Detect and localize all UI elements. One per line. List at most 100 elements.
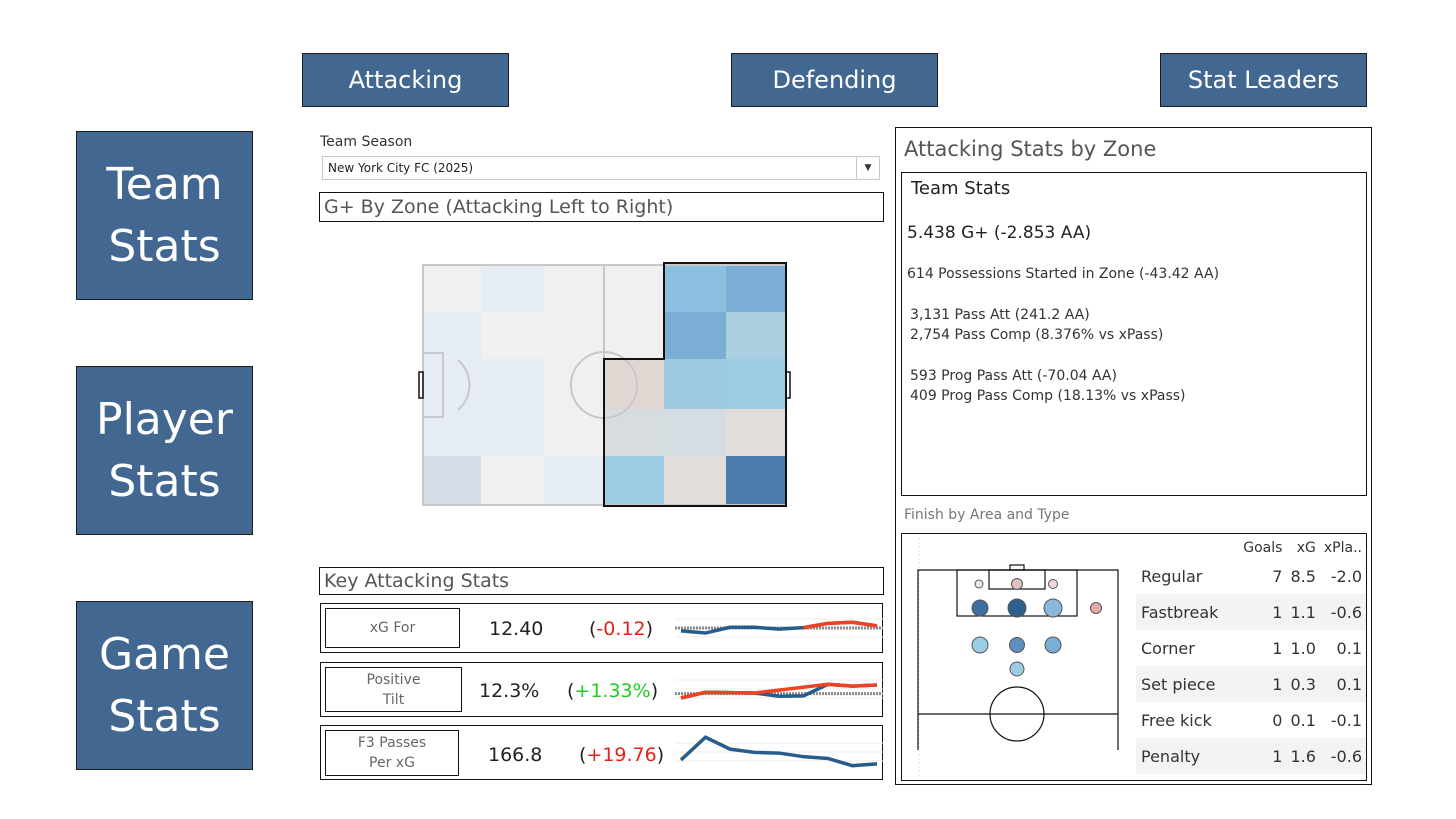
table-row: Regular 7 8.5 -2.0 bbox=[1136, 558, 1366, 594]
pass-comp-value: 2,754 Pass Comp (8.376% vs xPass) bbox=[910, 327, 1164, 343]
nav-game-stats-button[interactable]: Game Stats bbox=[76, 601, 253, 770]
stat-name: F3 Passes Per xG bbox=[325, 730, 459, 776]
shot-dot bbox=[1011, 578, 1023, 590]
shot-dot bbox=[1009, 661, 1025, 677]
team-stats-box: Team Stats 5.438 G+ (-2.853 AA) 614 Poss… bbox=[901, 172, 1367, 496]
chevron-down-icon[interactable]: ▼ bbox=[856, 157, 879, 179]
zone-cell bbox=[726, 409, 786, 456]
zone-pitch-map bbox=[418, 262, 791, 507]
stat-value: 12.3% bbox=[479, 680, 540, 702]
stat-value: 166.8 bbox=[488, 744, 543, 766]
zone-cell bbox=[544, 456, 604, 505]
nav-defending-button[interactable]: Defending bbox=[731, 53, 938, 107]
xplace-cell: -2.0 bbox=[1330, 566, 1362, 586]
shot-dot bbox=[1009, 637, 1025, 653]
sparkline-positive-tilt bbox=[675, 679, 883, 700]
zone-cell bbox=[544, 312, 604, 359]
zone-cell bbox=[726, 359, 786, 409]
stat-diff-close: ) bbox=[645, 618, 654, 640]
stat-diff: (+1.33%) bbox=[567, 680, 658, 702]
zone-cell bbox=[544, 359, 604, 409]
finish-table-header: Goals xG xPla.. bbox=[1136, 538, 1366, 558]
xg-cell: 1.1 bbox=[1286, 594, 1320, 630]
stat-diff-open: ( bbox=[579, 744, 587, 766]
zone-cell bbox=[481, 312, 544, 359]
zone-cell bbox=[481, 359, 544, 409]
shot-type: Penalty bbox=[1136, 738, 1240, 774]
attacking-zone-outline bbox=[603, 262, 787, 507]
stat-diff-open: ( bbox=[589, 618, 597, 640]
shot-type: Fastbreak bbox=[1136, 594, 1240, 630]
prog-pass-att-value: 593 Prog Pass Att (-70.04 AA) bbox=[910, 368, 1117, 384]
stat-diff: (-0.12) bbox=[589, 618, 653, 640]
stat-row-positive-tilt: Positive Tilt 12.3% (+1.33%) bbox=[320, 662, 883, 717]
shot-dot bbox=[1044, 636, 1062, 654]
nav-player-stats-label: Player Stats bbox=[96, 393, 233, 507]
stat-diff-value: -0.12 bbox=[596, 618, 646, 640]
shot-dot bbox=[1043, 598, 1063, 618]
stat-diff-value: +19.76 bbox=[586, 744, 657, 766]
zone-cell bbox=[604, 359, 664, 409]
xplace-cell: 0.1 bbox=[1336, 638, 1362, 658]
g-plus-value: 5.438 G+ (-2.853 AA) bbox=[907, 223, 1092, 243]
zone-cell bbox=[664, 312, 726, 359]
zone-cell bbox=[481, 265, 544, 312]
stat-diff-open: ( bbox=[567, 680, 575, 702]
zone-cell bbox=[604, 265, 664, 312]
zone-cell bbox=[664, 456, 726, 505]
shot-dot bbox=[974, 579, 984, 589]
shot-type: Free kick bbox=[1141, 710, 1212, 730]
col-header-goals: Goals bbox=[1243, 540, 1283, 556]
zone-panel-title-text: G+ By Zone (Attacking Left to Right) bbox=[324, 196, 674, 218]
stat-diff-close: ) bbox=[656, 744, 665, 766]
col-header-xplace: xPla.. bbox=[1323, 540, 1362, 556]
stat-row-xg-for: xG For 12.40 (-0.12) bbox=[320, 603, 883, 653]
nav-stat-leaders-label: Stat Leaders bbox=[1187, 66, 1340, 94]
nav-game-stats-label: Game Stats bbox=[99, 628, 230, 742]
shot-dot bbox=[971, 636, 989, 654]
nav-team-stats-button[interactable]: Team Stats bbox=[76, 131, 253, 300]
zone-cell bbox=[423, 265, 481, 312]
zone-cell bbox=[544, 265, 604, 312]
shot-type: Set piece bbox=[1136, 666, 1240, 702]
team-season-value: New York City FC (2025) bbox=[328, 161, 474, 175]
team-stats-heading: Team Stats bbox=[911, 178, 1011, 199]
zone-cell bbox=[726, 456, 786, 505]
team-season-dropdown[interactable]: New York City FC (2025) ▼ bbox=[322, 156, 880, 180]
nav-attacking-label: Attacking bbox=[348, 66, 463, 94]
xplace-cell: 0.1 bbox=[1319, 666, 1366, 702]
shot-dot bbox=[1090, 602, 1102, 614]
sparkline-series bbox=[679, 735, 878, 768]
shot-dot bbox=[1007, 598, 1027, 618]
stat-diff: (+19.76) bbox=[579, 744, 664, 766]
nav-attacking-button[interactable]: Attacking bbox=[302, 53, 509, 107]
goals-cell: 1 bbox=[1239, 594, 1287, 630]
zone-cell bbox=[481, 456, 544, 505]
shot-map bbox=[917, 538, 1119, 776]
zone-cell bbox=[423, 456, 481, 505]
nav-player-stats-button[interactable]: Player Stats bbox=[76, 366, 253, 535]
shot-dots bbox=[971, 578, 1102, 677]
xplace-cell: -0.1 bbox=[1330, 710, 1362, 730]
goals-cell: 1 bbox=[1239, 666, 1287, 702]
stat-name: xG For bbox=[325, 608, 460, 648]
xplace-cell: -0.6 bbox=[1319, 594, 1366, 630]
zone-cell bbox=[481, 409, 544, 456]
half-pitch-markings bbox=[917, 564, 1119, 750]
table-row: Penalty 1 1.6 -0.6 bbox=[1136, 738, 1366, 774]
panel-title: Attacking Stats by Zone bbox=[904, 137, 1157, 161]
team-season-label: Team Season bbox=[320, 134, 413, 150]
finish-table: Goals xG xPla.. Regular 7 8.5 -2.0 Fastb… bbox=[1136, 538, 1366, 774]
shot-dot bbox=[971, 599, 989, 617]
stat-row-f3-passes: F3 Passes Per xG 166.8 (+19.76) bbox=[320, 725, 883, 780]
sparkline-highlight bbox=[803, 620, 878, 630]
zone-cell bbox=[664, 265, 726, 312]
finish-title: Finish by Area and Type bbox=[904, 507, 1070, 523]
table-row: Free kick 0 0.1 -0.1 bbox=[1136, 702, 1366, 738]
stat-diff-close: ) bbox=[650, 680, 659, 702]
nav-stat-leaders-button[interactable]: Stat Leaders bbox=[1160, 53, 1367, 107]
stat-value: 12.40 bbox=[489, 618, 544, 640]
zone-cell bbox=[664, 409, 726, 456]
attacking-stats-panel: Attacking Stats by Zone Team Stats 5.438… bbox=[895, 127, 1372, 785]
table-row: Fastbreak 1 1.1 -0.6 bbox=[1136, 594, 1366, 630]
